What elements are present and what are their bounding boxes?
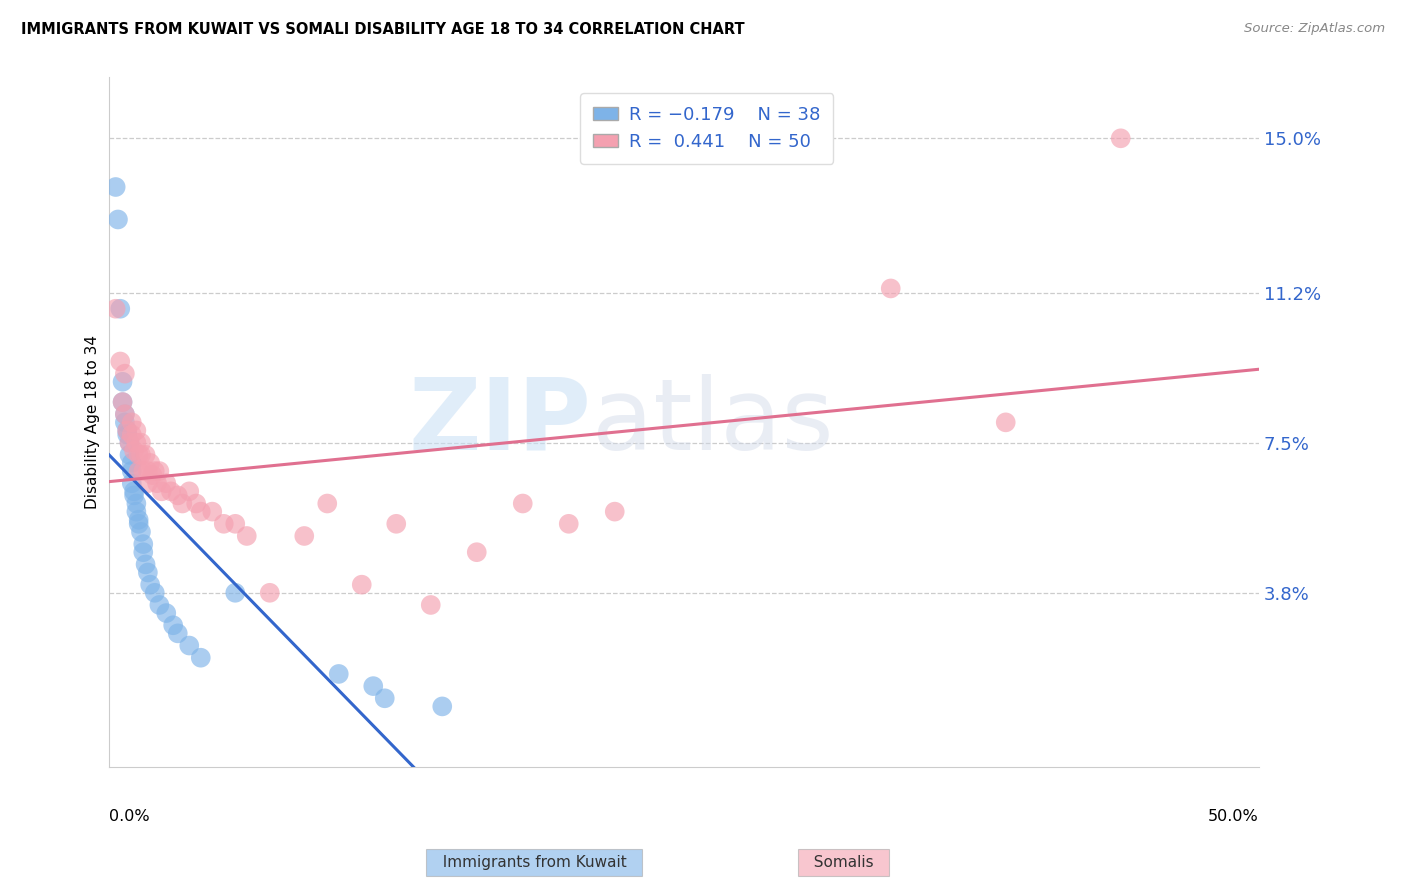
Point — [880, 281, 903, 295]
Point — [136, 476, 159, 491]
Point — [114, 415, 136, 429]
Point — [316, 496, 339, 510]
Text: Source: ZipAtlas.com: Source: ZipAtlas.com — [1244, 22, 1385, 36]
Point — [135, 448, 157, 462]
Point — [139, 456, 162, 470]
Point — [419, 598, 441, 612]
Text: Somalis: Somalis — [804, 855, 883, 870]
Point — [212, 516, 235, 531]
Point — [129, 524, 152, 539]
Point — [107, 212, 129, 227]
Point — [128, 513, 150, 527]
Point — [125, 505, 148, 519]
Point — [121, 476, 143, 491]
Point — [111, 395, 134, 409]
Point — [110, 301, 132, 316]
Point — [143, 586, 166, 600]
Point — [121, 427, 143, 442]
Point — [166, 488, 188, 502]
Text: 50.0%: 50.0% — [1208, 809, 1258, 823]
Point — [179, 484, 201, 499]
Point — [122, 484, 145, 499]
Point — [150, 484, 173, 499]
Text: atlas: atlas — [592, 374, 834, 471]
Point — [128, 516, 150, 531]
Point — [148, 464, 170, 478]
Point — [141, 468, 163, 483]
Point — [115, 427, 138, 442]
Point — [132, 537, 155, 551]
Point — [114, 367, 136, 381]
Point — [432, 699, 454, 714]
Point — [136, 464, 159, 478]
Point — [155, 606, 177, 620]
Point — [129, 435, 152, 450]
Point — [104, 180, 127, 194]
Point — [994, 415, 1017, 429]
Point — [224, 516, 246, 531]
Point — [224, 586, 246, 600]
Point — [236, 529, 259, 543]
Point — [129, 448, 152, 462]
Point — [603, 505, 626, 519]
Point — [190, 505, 212, 519]
Point — [114, 407, 136, 421]
Legend: R = −0.179    N = 38, R =  0.441    N = 50: R = −0.179 N = 38, R = 0.441 N = 50 — [581, 94, 834, 163]
Point — [179, 639, 201, 653]
Point — [186, 496, 208, 510]
Point — [114, 407, 136, 421]
Point — [128, 448, 150, 462]
Point — [111, 395, 134, 409]
Text: IMMIGRANTS FROM KUWAIT VS SOMALI DISABILITY AGE 18 TO 34 CORRELATION CHART: IMMIGRANTS FROM KUWAIT VS SOMALI DISABIL… — [21, 22, 745, 37]
Point — [122, 443, 145, 458]
Point — [328, 667, 350, 681]
Point — [139, 577, 162, 591]
Point — [115, 424, 138, 438]
Point — [155, 476, 177, 491]
Text: 0.0%: 0.0% — [108, 809, 149, 823]
Point — [190, 650, 212, 665]
Text: ZIP: ZIP — [409, 374, 592, 471]
Point — [121, 415, 143, 429]
Point — [111, 375, 134, 389]
Point — [125, 424, 148, 438]
Point — [104, 301, 127, 316]
Y-axis label: Disability Age 18 to 34: Disability Age 18 to 34 — [86, 335, 100, 509]
Point — [110, 354, 132, 368]
Text: Immigrants from Kuwait: Immigrants from Kuwait — [433, 855, 636, 870]
Point — [374, 691, 396, 706]
Point — [166, 626, 188, 640]
Point — [558, 516, 581, 531]
Point — [361, 679, 384, 693]
Point — [292, 529, 315, 543]
Point — [121, 464, 143, 478]
Point — [259, 586, 281, 600]
Point — [162, 618, 184, 632]
Point — [512, 496, 534, 510]
Point — [136, 566, 159, 580]
Point — [201, 505, 224, 519]
Point — [385, 516, 408, 531]
Point — [125, 435, 148, 450]
Point — [132, 545, 155, 559]
Point — [1109, 131, 1132, 145]
Point — [128, 464, 150, 478]
Point — [143, 464, 166, 478]
Point — [118, 435, 141, 450]
Point — [122, 488, 145, 502]
Point — [148, 598, 170, 612]
Point — [118, 448, 141, 462]
Point — [115, 424, 138, 438]
Point — [121, 456, 143, 470]
Point — [118, 435, 141, 450]
Point — [350, 577, 373, 591]
Point — [465, 545, 488, 559]
Point — [135, 558, 157, 572]
Point — [125, 496, 148, 510]
Point — [172, 496, 194, 510]
Point — [160, 484, 183, 499]
Point — [146, 476, 169, 491]
Point — [132, 464, 155, 478]
